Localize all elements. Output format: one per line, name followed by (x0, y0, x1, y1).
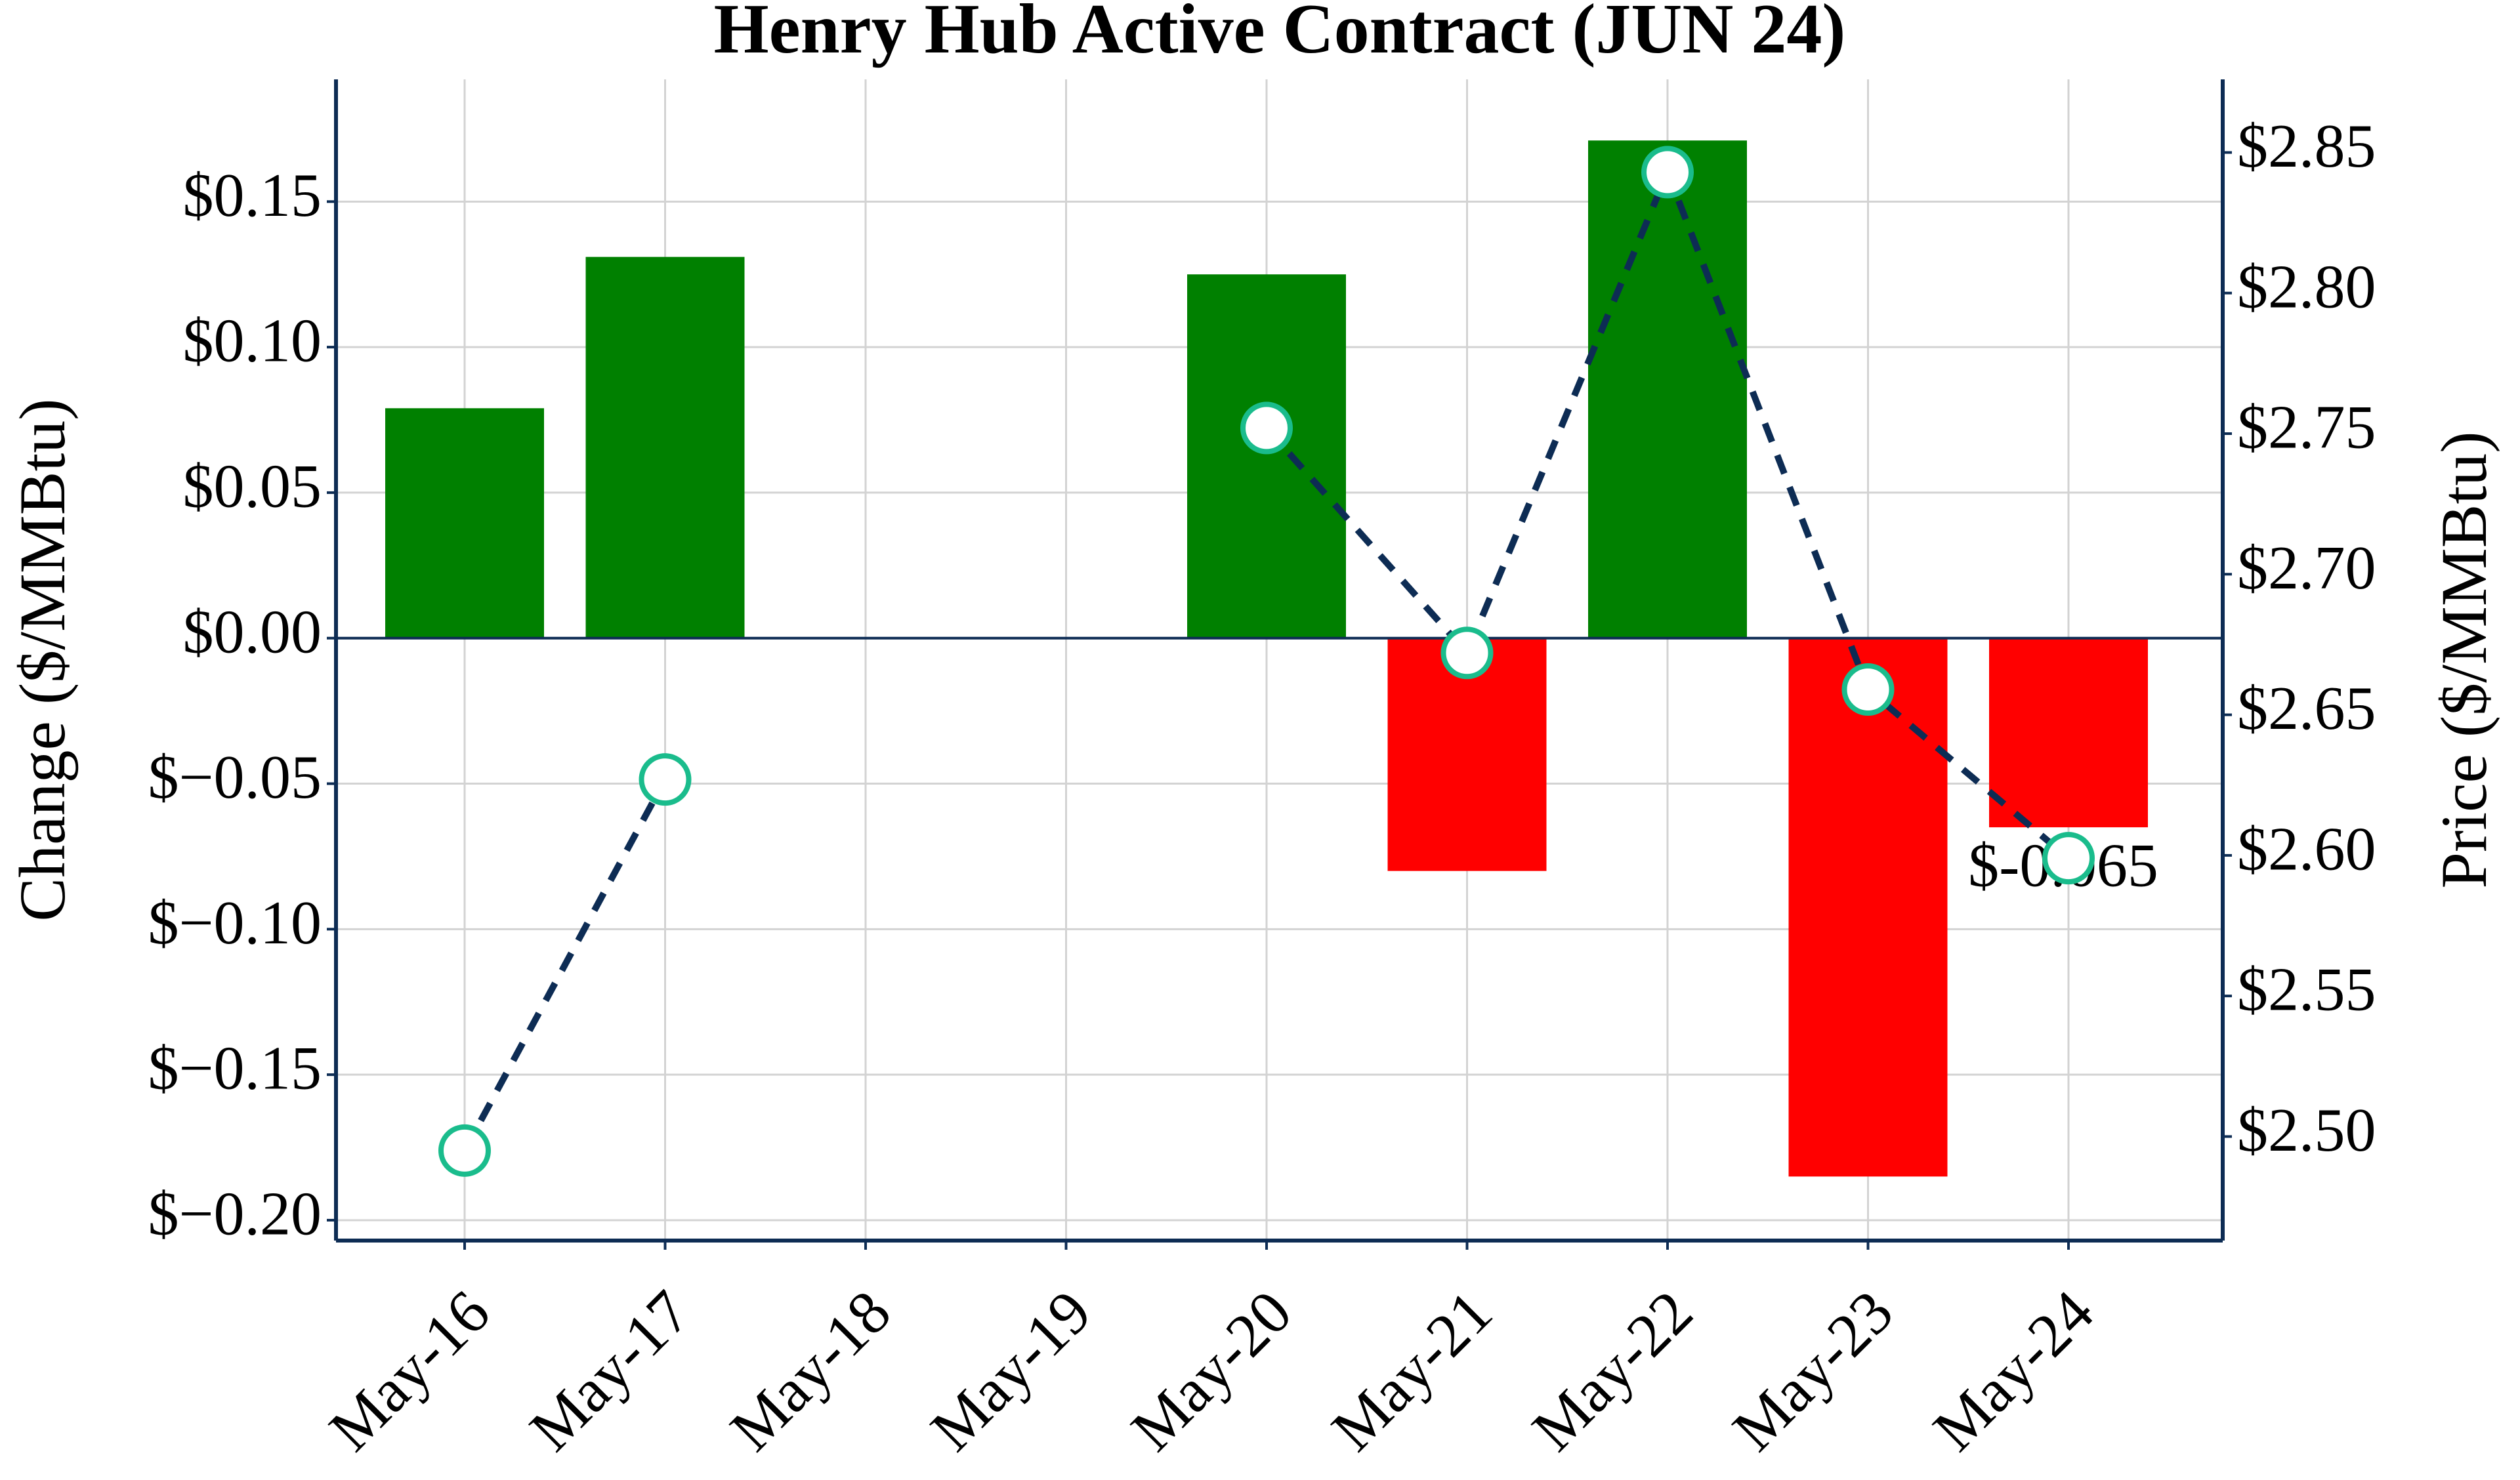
x-tick-label: May-21 (1319, 1278, 1505, 1464)
y-tick-label: $−0.15 (148, 1035, 322, 1103)
bar (1989, 638, 2148, 828)
x-tick-label: May-17 (517, 1278, 704, 1464)
x-tick-label: May-24 (1920, 1278, 2107, 1464)
y2-tick-label: $2.55 (2237, 956, 2376, 1024)
x-tick-label: May-18 (717, 1278, 904, 1464)
price-marker (438, 1124, 491, 1177)
price-marker (2042, 832, 2095, 885)
x-tick-label: May-23 (1720, 1278, 1906, 1464)
y2-tick-label: $2.70 (2237, 534, 2376, 602)
y-tick-label: $−0.05 (148, 743, 322, 812)
x-tick-label: May-22 (1519, 1278, 1706, 1464)
bar (385, 408, 544, 638)
y-tick-label: $0.10 (183, 307, 322, 375)
x-tick-label: May-20 (1118, 1278, 1305, 1464)
price-marker (639, 753, 692, 806)
bar (1788, 638, 1948, 1177)
bar (1187, 274, 1346, 638)
bar (585, 257, 745, 638)
y2-tick-label: $2.50 (2237, 1096, 2376, 1164)
x-tick-label: May-19 (918, 1278, 1104, 1464)
y2-axis-label: Price ($/MMBtu) (2427, 431, 2500, 888)
price-marker (1841, 663, 1895, 716)
y-tick-label: $0.05 (183, 453, 322, 521)
y2-tick-label: $2.80 (2237, 253, 2376, 321)
x-tick-label: May-16 (316, 1278, 503, 1464)
y2-tick-label: $2.60 (2237, 815, 2376, 883)
price-marker (1641, 146, 1694, 199)
y-tick-label: $0.00 (183, 598, 322, 666)
price-marker (1240, 401, 1293, 455)
chart-title: Henry Hub Active Contract (JUN 24) (714, 0, 1846, 68)
y-tick-label: $−0.20 (148, 1180, 322, 1248)
y-axis-label: Change ($/MMBtu) (6, 398, 79, 921)
y2-tick-label: $2.85 (2237, 112, 2376, 180)
y2-tick-label: $2.65 (2237, 674, 2376, 743)
bar (1588, 140, 1747, 638)
price-marker (1440, 627, 1494, 680)
y2-tick-label: $2.75 (2237, 394, 2376, 462)
y-tick-label: $0.15 (183, 161, 322, 230)
y-tick-label: $−0.10 (148, 889, 322, 957)
